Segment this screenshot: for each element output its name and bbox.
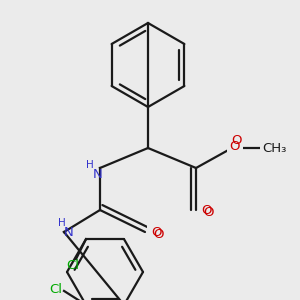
Text: O: O: [230, 140, 240, 154]
Text: Cl: Cl: [50, 284, 62, 296]
FancyBboxPatch shape: [227, 140, 243, 155]
Text: N: N: [93, 169, 103, 182]
FancyBboxPatch shape: [260, 139, 292, 157]
Text: CH₃: CH₃: [262, 142, 286, 154]
Text: H: H: [58, 218, 66, 228]
Text: O: O: [202, 203, 212, 217]
FancyBboxPatch shape: [147, 225, 164, 240]
Text: O: O: [232, 134, 242, 146]
Text: O: O: [154, 227, 164, 241]
Text: N: N: [64, 226, 74, 239]
Text: Cl: Cl: [67, 259, 80, 272]
Text: O: O: [151, 226, 161, 238]
Text: O: O: [204, 206, 214, 218]
Text: H: H: [86, 160, 94, 170]
FancyBboxPatch shape: [198, 203, 215, 218]
